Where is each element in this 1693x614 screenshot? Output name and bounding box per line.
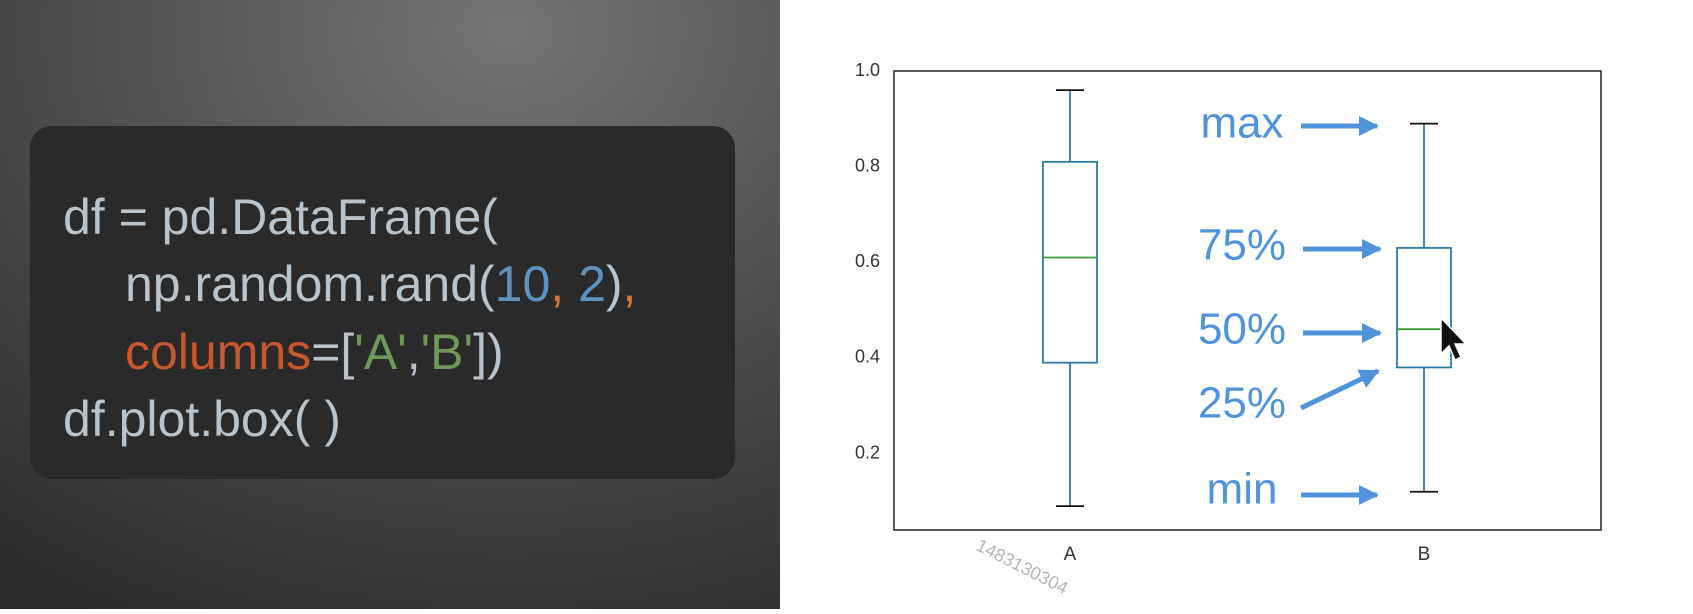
arrow [1299, 368, 1380, 411]
code-box [30, 126, 735, 479]
code-token: 'B' [421, 324, 473, 380]
code-line: df.plot.box( ) [63, 391, 341, 447]
annotation: min [1207, 465, 1278, 514]
code: df = pd.DataFrame( np.random.rand(10, 2),… [63, 189, 636, 447]
box [1396, 247, 1452, 369]
code-token: 'A' [354, 324, 406, 380]
y-tick-label: 0.8 [855, 155, 880, 175]
plot-frame [893, 70, 1602, 531]
annotation-arrows [1299, 116, 1382, 505]
y-tick-label: 0.2 [855, 442, 880, 462]
chart-background [780, 0, 1693, 609]
code-token: df.plot.box( ) [63, 391, 341, 447]
x-tick-label: B [1418, 544, 1431, 565]
y-tick-label: 1.0 [855, 60, 880, 80]
code-token: np.random.rand( [125, 256, 495, 312]
annotation: max [1200, 99, 1283, 148]
mouse-cursor [1440, 316, 1468, 362]
annotation: 25% [1198, 379, 1286, 428]
box [1042, 160, 1098, 364]
annotation: 50% [1198, 305, 1286, 354]
x-tick-label: A [1064, 544, 1077, 565]
code-token: =[ [311, 324, 354, 380]
code-token: 2 [564, 256, 606, 312]
y-tick-label: 0.6 [855, 251, 880, 271]
code-line: columns=['A','B']) [125, 324, 504, 380]
y-tick-label: 0.4 [855, 347, 880, 367]
code-line: np.random.rand(10, 2), [125, 256, 636, 312]
code-token: , [407, 324, 421, 380]
code-token: , [550, 256, 564, 312]
code-token: ]) [473, 324, 504, 380]
code-token: df = pd.DataFrame( [63, 189, 498, 245]
code-line: df = pd.DataFrame( [63, 189, 498, 245]
code-token: , [623, 256, 637, 312]
code-token: ) [606, 256, 623, 312]
annotation: 75% [1198, 221, 1286, 270]
code-token: 10 [495, 256, 551, 312]
code-token: columns [125, 324, 311, 380]
